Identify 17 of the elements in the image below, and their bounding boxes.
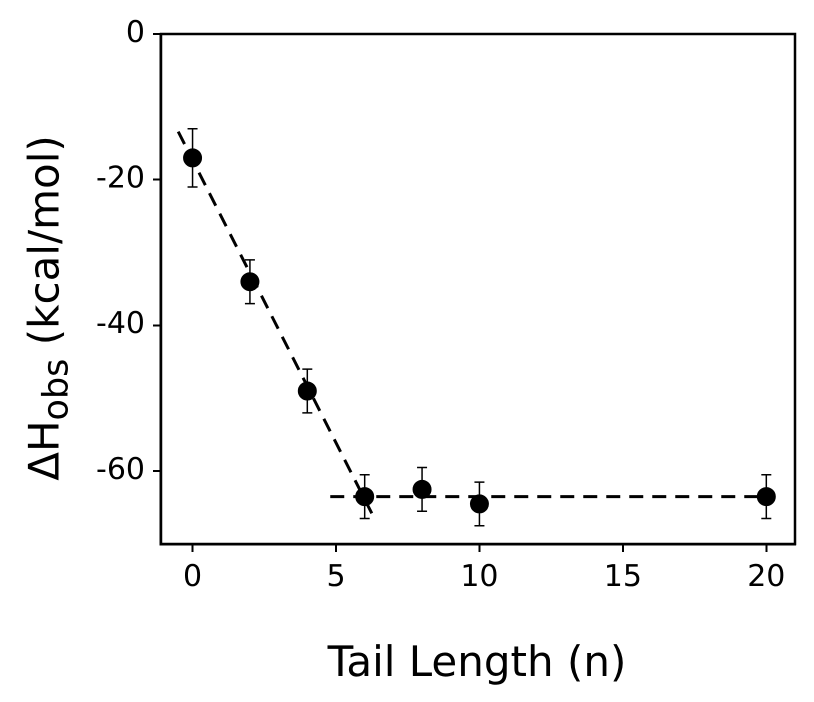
x-tick-label: 20 (747, 558, 786, 594)
point (756, 487, 776, 506)
point (183, 148, 202, 168)
y-tick-label: -60 (96, 452, 145, 487)
point (298, 382, 317, 400)
x-tick-label: 0 (183, 558, 202, 594)
x-axis-title: Tail Length (n) (326, 637, 628, 686)
y-tick-label: -40 (96, 306, 145, 342)
point (240, 272, 260, 292)
point (412, 480, 432, 499)
y-tick-label: -20 (96, 160, 145, 196)
y-tick-label: 0 (126, 14, 145, 50)
x-tick-label: 10 (460, 558, 499, 594)
x-tick-label: 5 (326, 558, 346, 594)
point (470, 494, 489, 514)
point (355, 487, 374, 506)
x-tick-label: 15 (604, 558, 642, 594)
